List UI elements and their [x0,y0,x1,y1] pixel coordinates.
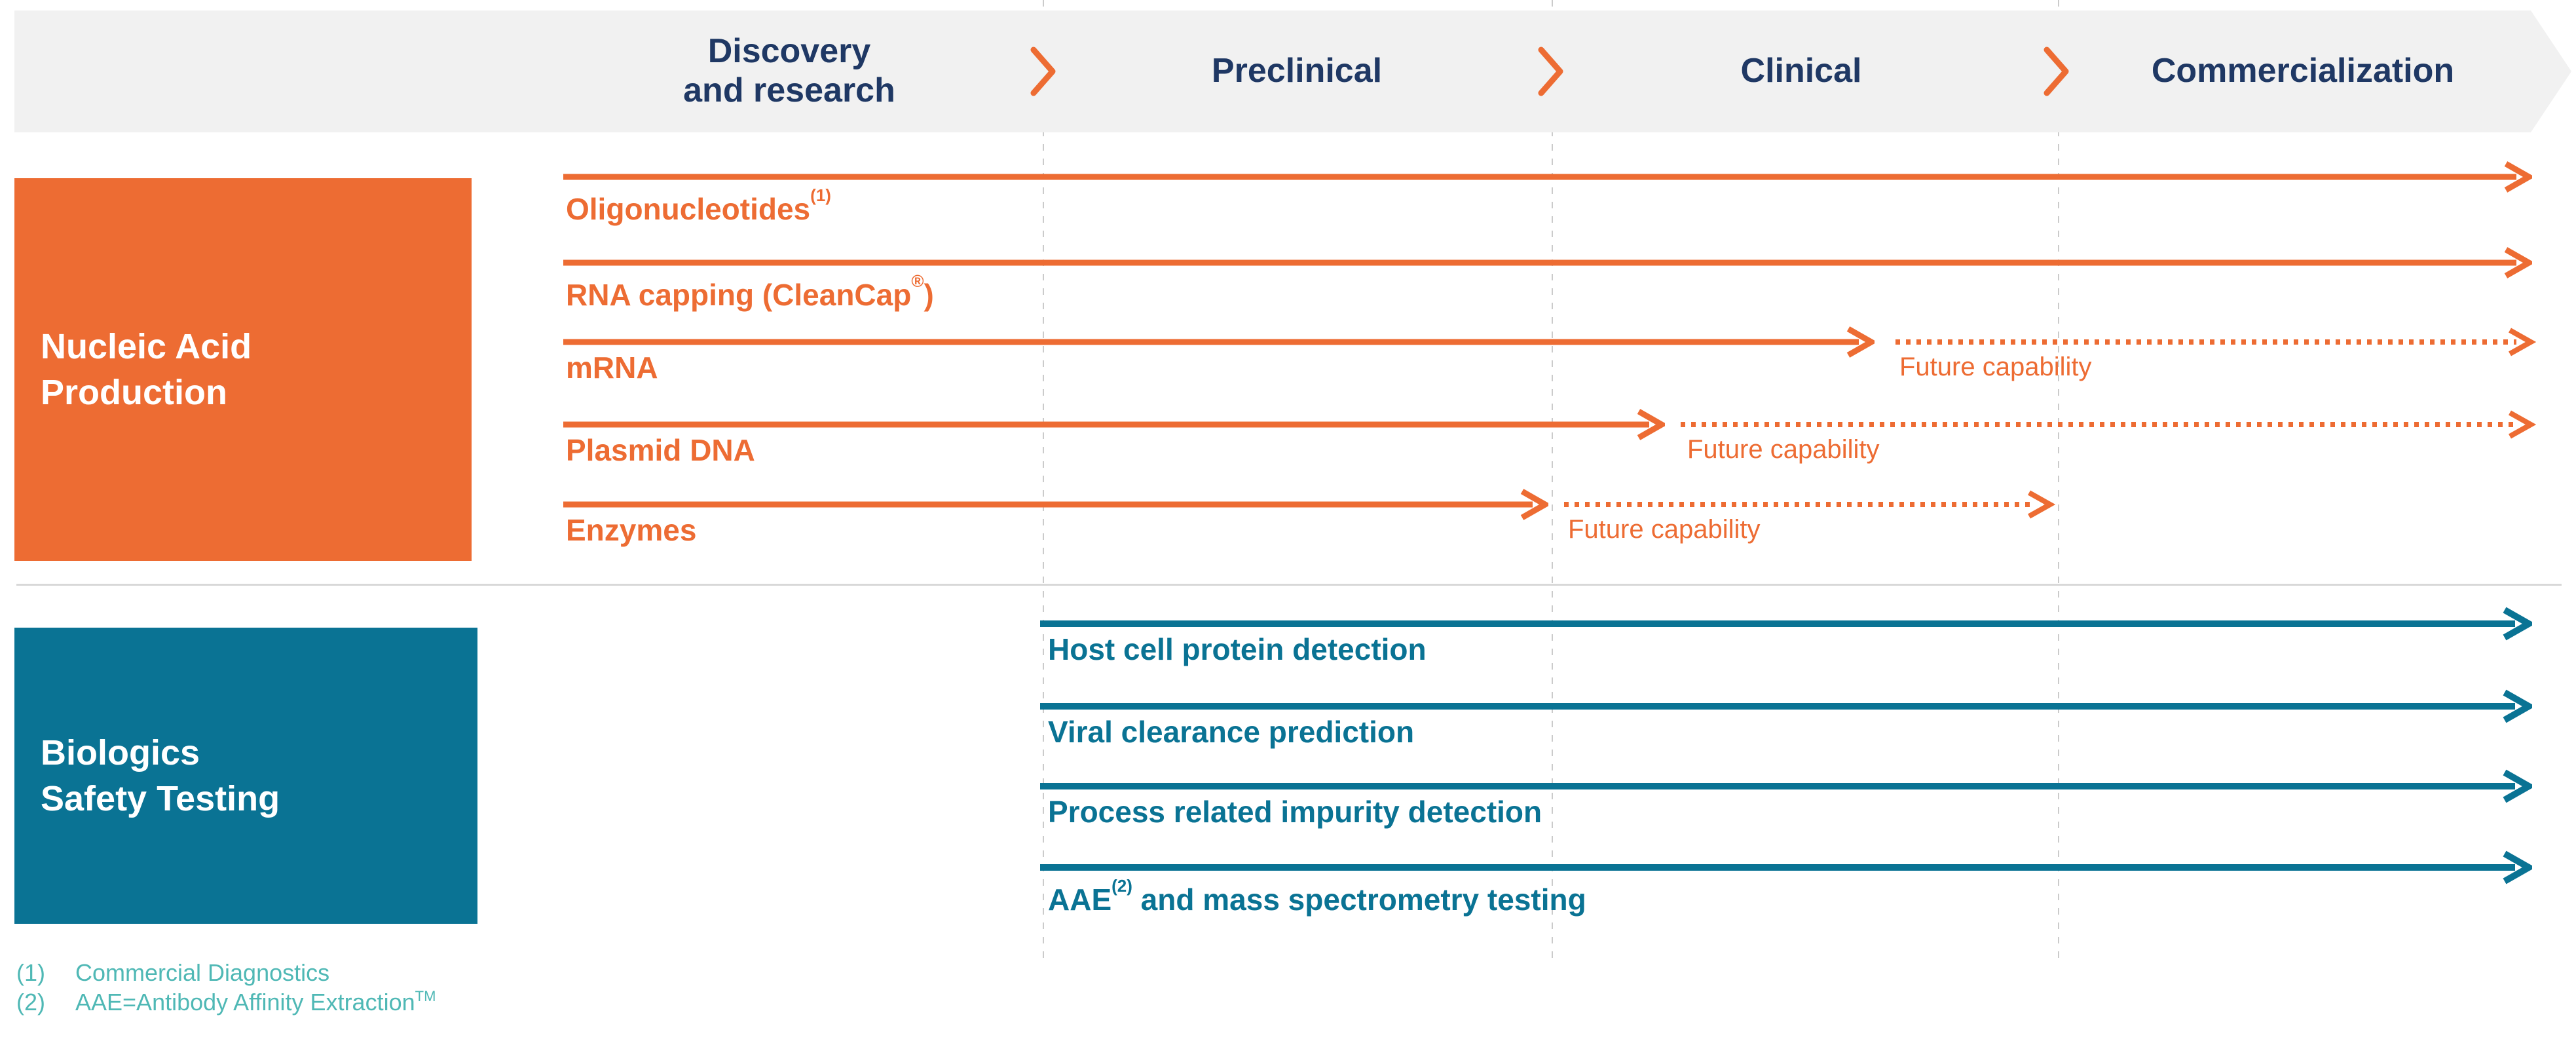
row-label-host-cell-protein: Host cell protein detection [1048,633,1427,666]
future-capability-label-mrna: Future capability [1899,352,2092,381]
arrow-solid-aae-mass-spec [1040,850,2532,884]
row-label-text: and mass spectrometry testing [1132,883,1586,917]
row-label-viral-clearance: Viral clearance prediction [1048,715,1414,749]
row-label-text: ) [924,278,934,312]
arrow-solid-rna-capping [563,247,2532,278]
row-label-text: Process related impurity detection [1048,795,1542,829]
phase-clinical: Clinical [1740,52,1862,90]
row-label-text: RNA capping (CleanCap [566,278,912,312]
row-label-text: AAE [1048,883,1112,917]
row-label-oligonucleotides: Oligonucleotides(1) [566,186,831,226]
footnote-text-body: Commercial Diagnostics [75,959,330,986]
arrow-solid-process-impurity [1040,769,2532,803]
row-label-text: Enzymes [566,513,697,547]
row-label-process-impurity: Process related impurity detection [1048,795,1542,829]
row-label-mrna: mRNA [566,351,658,385]
arrow-dotted-plasmid-dna-future [1681,410,2536,439]
phase-preclinical: Preclinical [1211,52,1383,90]
row-label-plasmid-dna: Plasmid DNA [566,434,755,467]
footnote-number: (1) [16,959,45,986]
phase-commercialization: Commercialization [2151,52,2455,90]
section-block-nucleic-acid-production: Nucleic Acid Production [14,178,472,561]
arrow-solid-oligonucleotides [563,161,2532,193]
footnote-number: (2) [16,989,45,1016]
section-block-biologics-safety-testing: Biologics Safety Testing [14,628,477,924]
arrow-solid-enzymes [563,489,1548,520]
row-label-text: mRNA [566,351,658,385]
footnote-text: AAE=Antibody Affinity ExtractionTM [75,987,436,1017]
footnote-text-body: AAE=Antibody Affinity Extraction [75,989,415,1016]
arrow-dotted-mrna-future [1895,328,2536,356]
arrow-solid-viral-clearance [1040,689,2532,723]
row-label-superscript: (1) [810,185,831,205]
row-label-rna-capping: RNA capping (CleanCap®) [566,272,934,312]
chevron-icon [1538,47,1564,96]
footnote-superscript: TM [415,988,436,1004]
footnote-text: Commercial Diagnostics [75,958,329,987]
arrow-solid-mrna [563,326,1875,358]
chevron-icon [1030,47,1056,96]
footnote-1: (1) Commercial Diagnostics [16,958,436,987]
row-label-text: Oligonucleotides [566,192,811,226]
phase-header-band: Discovery and research Preclinical Clini… [14,10,2571,132]
future-capability-label-enzymes: Future capability [1568,515,1761,544]
footnote-2: (2) AAE=Antibody Affinity ExtractionTM [16,987,436,1017]
chevron-icon [2044,47,2070,96]
row-label-text: Plasmid DNA [566,433,755,467]
row-label-superscript: (2) [1111,876,1132,896]
section-divider [16,584,2562,586]
row-label-aae-mass-spec: AAE(2) and mass spectrometry testing [1048,877,1586,917]
row-label-text: Viral clearance prediction [1048,715,1415,749]
future-capability-label-plasmid-dna: Future capability [1687,435,1880,464]
footnotes: (1) Commercial Diagnostics (2) AAE=Antib… [16,958,436,1017]
arrow-dotted-enzymes-future [1564,490,2055,519]
arrow-solid-plasmid-dna [563,409,1665,440]
phase-discovery: Discovery and research [683,32,895,109]
row-label-text: Host cell protein detection [1048,632,1427,666]
row-label-superscript: ® [911,271,924,291]
arrow-solid-host-cell-protein [1040,607,2532,641]
row-label-enzymes: Enzymes [566,514,696,547]
